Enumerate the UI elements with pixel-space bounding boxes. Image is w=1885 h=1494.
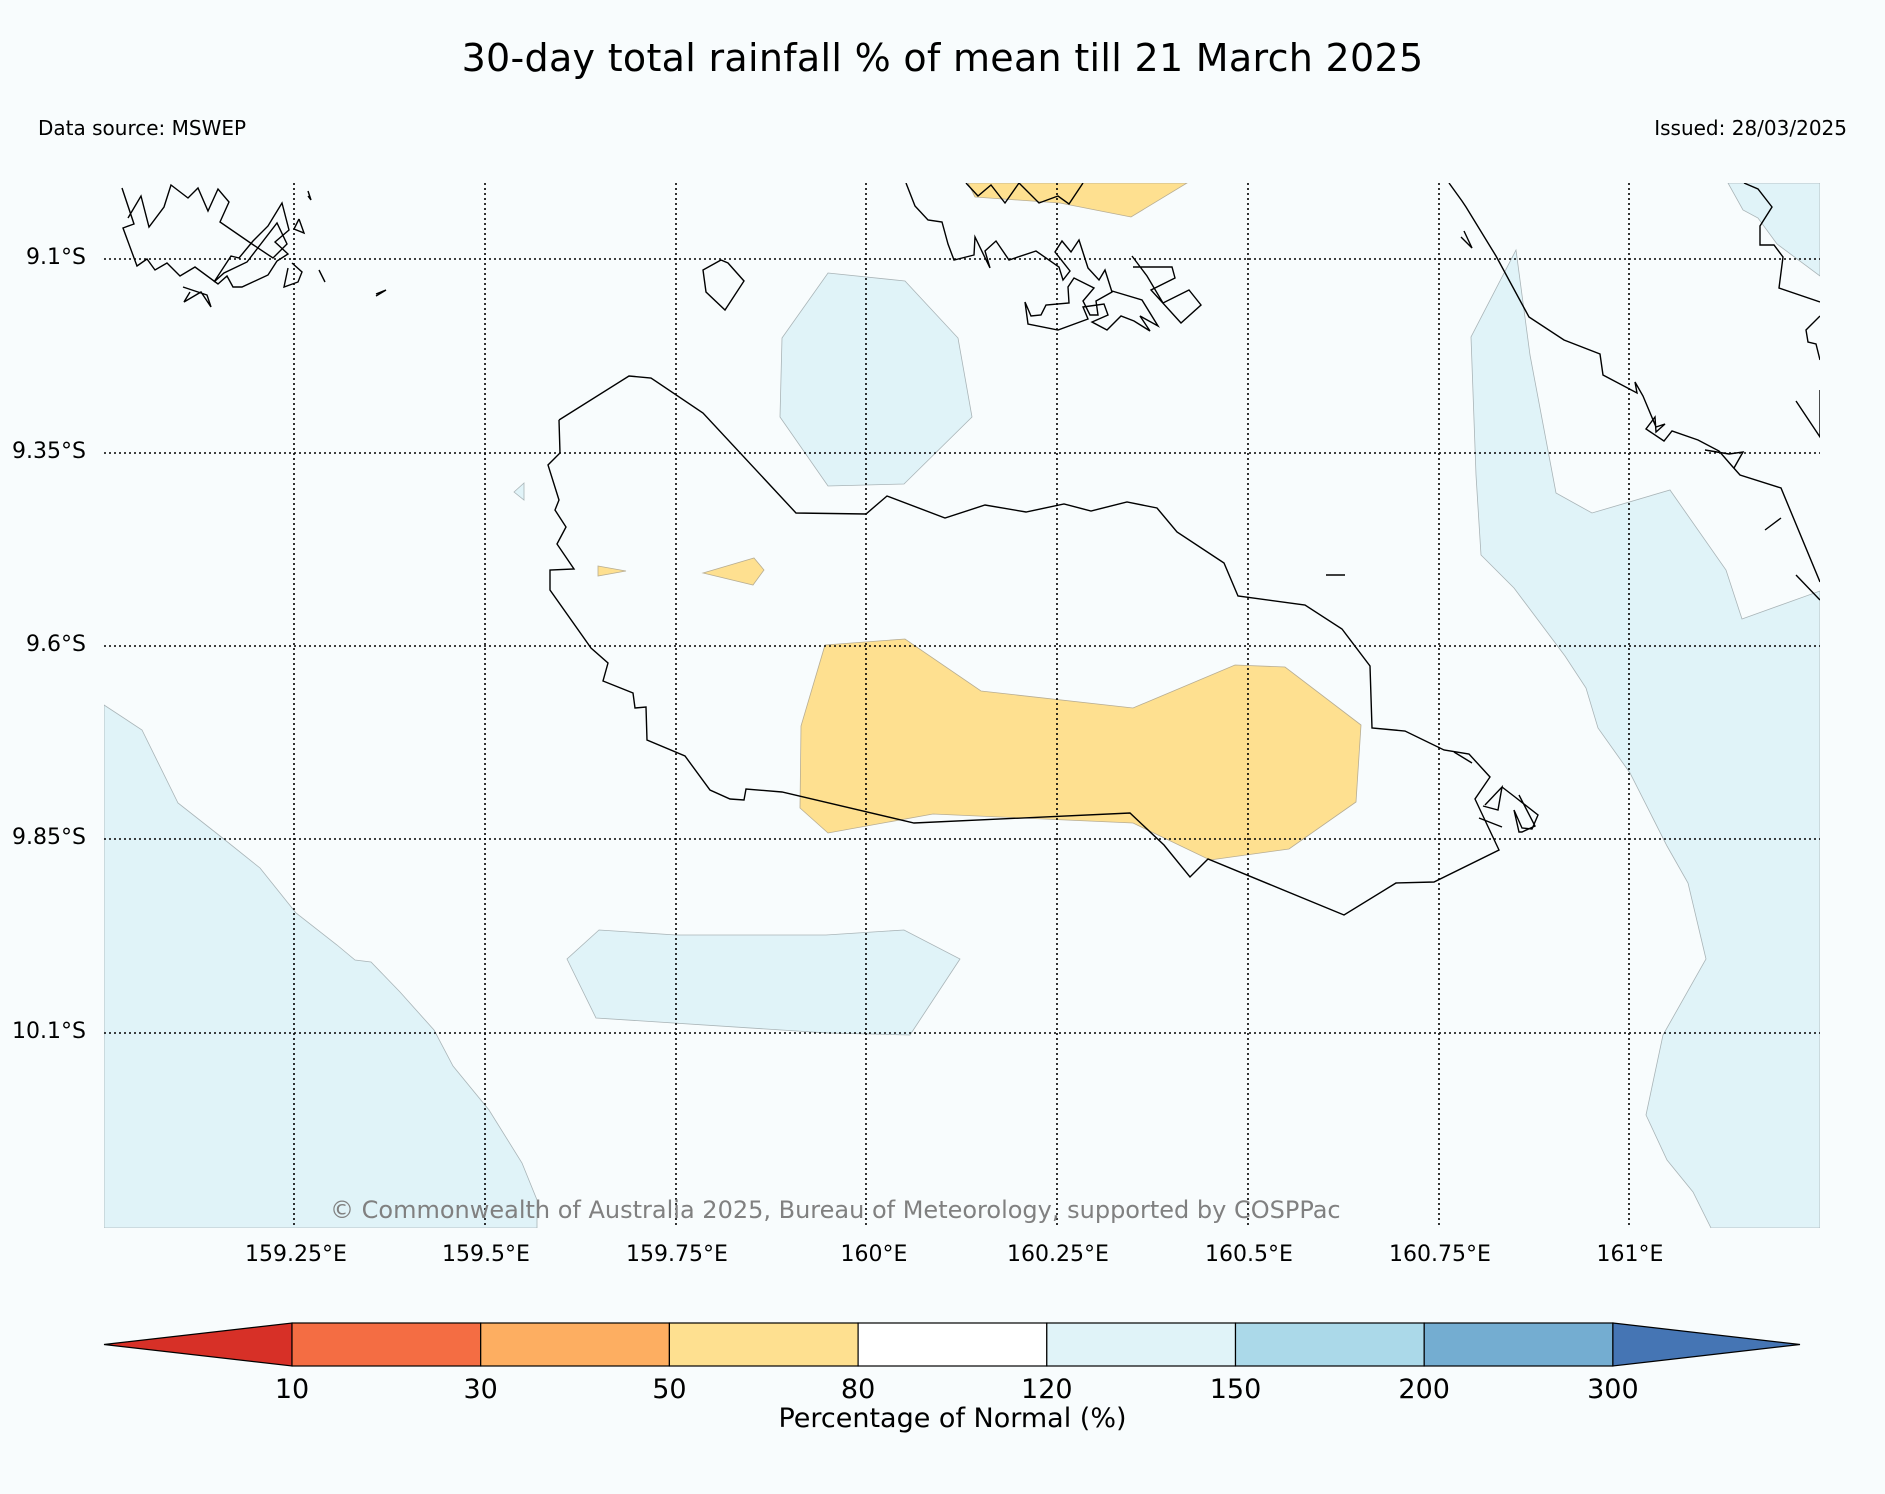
coastline-savo-nggela (905, 183, 1160, 332)
lat-label-9-85: 9.85°S (12, 825, 86, 850)
colorbar-tick-label: 200 (1398, 1374, 1450, 1405)
wet-region-north-central (779, 272, 973, 487)
dry-region-central (799, 638, 1362, 861)
dry-region-north-edge (967, 183, 1188, 218)
lat-label-9-6: 9.6°S (26, 632, 86, 657)
coastline-islet-a (702, 259, 745, 312)
colorbar-tick-label: 10 (274, 1374, 310, 1405)
coastlines (121, 183, 1820, 916)
colorbar-extend-low (103, 1322, 293, 1367)
wet-region-east (1470, 248, 1820, 1228)
lon-label-159-5: 159.5°E (442, 1242, 530, 1267)
wet-region-islet (513, 482, 525, 501)
lat-label-9-1: 9.1°S (26, 245, 86, 270)
dry-region-small-east (701, 557, 765, 586)
colorbar-bin-50-80 (668, 1322, 859, 1367)
colorbar-bin-120-150 (1046, 1322, 1237, 1367)
dry-region-small-west (597, 565, 627, 577)
lat-label-10-1: 10.1°S (12, 1019, 86, 1044)
coastline-tiny-2 (1453, 751, 1473, 764)
colorbar-tick-label: 50 (652, 1374, 687, 1405)
coastline-guadalcanal (547, 375, 1500, 916)
coastline-florida-islets (965, 183, 1084, 205)
lon-label-159-75: 159.75°E (626, 1242, 728, 1267)
coastline-nggela-east (1131, 255, 1202, 324)
data-source-label: Data source: MSWEP (38, 116, 247, 140)
above-normal-regions (104, 183, 1820, 1228)
colorbar-tick-label: 150 (1209, 1374, 1262, 1405)
coastline-malaita-inner (1795, 390, 1820, 439)
lon-label-160-25: 160.25°E (1007, 1242, 1109, 1267)
colorbar (103, 1322, 1801, 1367)
wet-region-west (104, 704, 538, 1228)
lon-label-159-25: 159.25°E (245, 1242, 347, 1267)
coastline-northwest-4 (307, 190, 312, 201)
coastline-tiny-3 (1478, 817, 1503, 828)
coastline-northwest-5 (283, 262, 303, 289)
colorbar-title: Percentage of Normal (%) (778, 1403, 1127, 1434)
coastline-north-islets (1460, 230, 1473, 249)
coastline-malaita-slash (1764, 517, 1782, 531)
colorbar-bin-150-200 (1234, 1322, 1425, 1367)
lon-label-161: 161°E (1596, 1242, 1664, 1267)
coastline-islet-east (1501, 786, 1539, 833)
coastline-northwest-3 (293, 218, 306, 235)
lon-label-160: 160°E (840, 1242, 908, 1267)
colorbar-extend-high (1612, 1322, 1801, 1367)
coastline-northwest-7 (375, 289, 387, 297)
coastline-northwest-1 (121, 183, 290, 288)
colorbar-tick-label: 30 (463, 1374, 498, 1405)
coastline-malaita-upper (1743, 183, 1820, 303)
colorbar-tick-label: 120 (1021, 1374, 1073, 1405)
coastline-northwest-6 (318, 269, 326, 283)
colorbar-bin-10-30 (291, 1322, 482, 1367)
below-normal-regions (597, 183, 1362, 861)
coastline-malaita-dash (1795, 574, 1820, 601)
colorbar-bin-200-300 (1423, 1322, 1614, 1367)
copyright-notice: © Commonwealth of Australia 2025, Bureau… (330, 1196, 1341, 1224)
coastline-northwest-2 (182, 286, 212, 308)
wet-region-south-central (566, 929, 961, 1036)
colorbar-bin-30-50 (480, 1322, 671, 1367)
coastline-malaita (1448, 183, 1820, 583)
map-area (104, 183, 1820, 1228)
colorbar-tick-label: 300 (1587, 1374, 1639, 1405)
colorbar-tick-label: 80 (840, 1374, 876, 1405)
figure-title: 30-day total rainfall % of mean till 21 … (461, 36, 1424, 80)
coastline-islet-east-2 (1482, 784, 1504, 811)
lat-label-9-35: 9.35°S (12, 439, 86, 464)
issued-date-label: Issued: 28/03/2025 (1654, 116, 1847, 140)
coastline-malaita-mid (1805, 315, 1820, 361)
wet-region-northeast (1727, 183, 1820, 277)
colorbar-bin-80-120 (857, 1322, 1048, 1367)
graticule (104, 183, 1820, 1228)
lon-label-160-75: 160.75°E (1389, 1242, 1491, 1267)
lon-label-160-5: 160.5°E (1205, 1242, 1293, 1267)
